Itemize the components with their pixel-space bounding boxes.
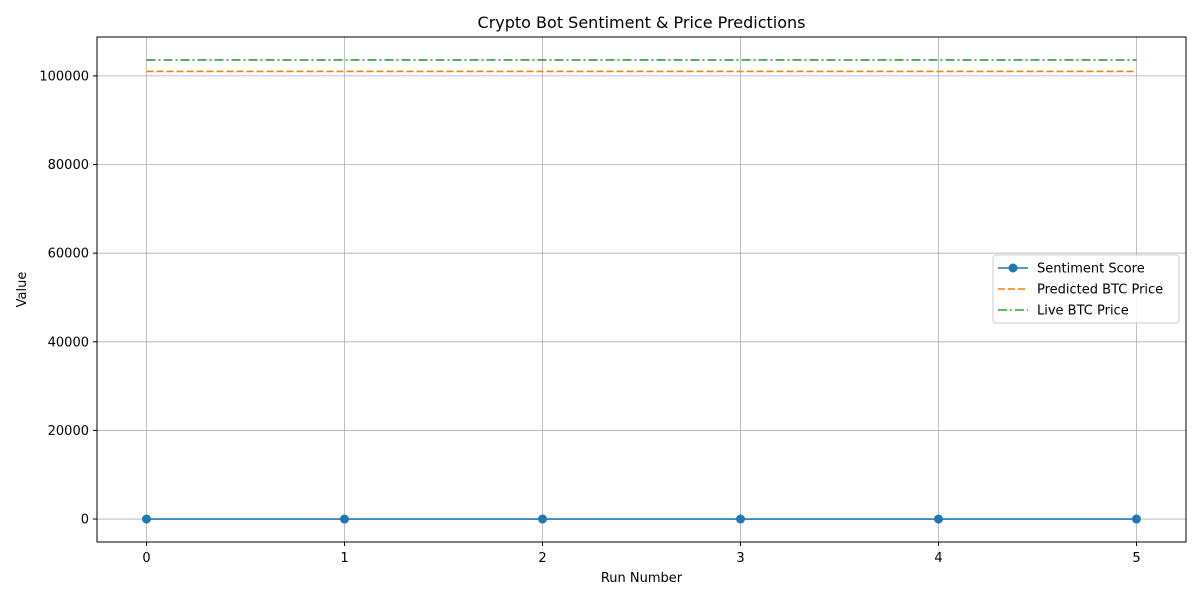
y-tick-label: 40000 xyxy=(48,335,89,350)
plot-frame xyxy=(96,36,1187,543)
x-axis-title: Run Number xyxy=(601,571,683,586)
x-tick-label: 1 xyxy=(340,551,348,566)
data-point xyxy=(538,514,547,524)
data-point xyxy=(142,514,151,524)
x-tick-label: 5 xyxy=(1132,551,1140,566)
y-axis-title: Value xyxy=(15,272,30,308)
data-point xyxy=(340,514,349,524)
legend-marker xyxy=(1008,263,1018,273)
legend-label-2: Predicted BTC Price xyxy=(1037,283,1163,298)
y-tick-label: 60000 xyxy=(48,247,89,262)
y-tick-label: 0 xyxy=(81,513,89,528)
y-tick-label: 100000 xyxy=(39,69,89,84)
chart-title: Crypto Bot Sentiment & Price Predictions xyxy=(478,13,806,32)
legend-label-1: Sentiment Score xyxy=(1037,262,1145,277)
series-layer xyxy=(142,59,1141,524)
x-tick-label: 0 xyxy=(142,551,150,566)
x-tick-label: 4 xyxy=(934,551,942,566)
x-tick-label: 2 xyxy=(538,551,546,566)
axis-ticks: 0 1 2 3 4 5 0 20000 40000 60000 80000 100000 xyxy=(39,69,1140,566)
y-tick-label: 20000 xyxy=(48,424,89,439)
legend-label-3: Live BTC Price xyxy=(1037,304,1129,319)
y-tick-label: 80000 xyxy=(48,158,89,173)
legend-box xyxy=(992,254,1180,324)
legend: Sentiment Score Predicted BTC Price Live B… xyxy=(992,254,1180,324)
data-point xyxy=(1132,514,1141,524)
x-tick-label: 3 xyxy=(736,551,744,566)
data-point xyxy=(736,514,745,524)
data-point xyxy=(934,514,943,524)
